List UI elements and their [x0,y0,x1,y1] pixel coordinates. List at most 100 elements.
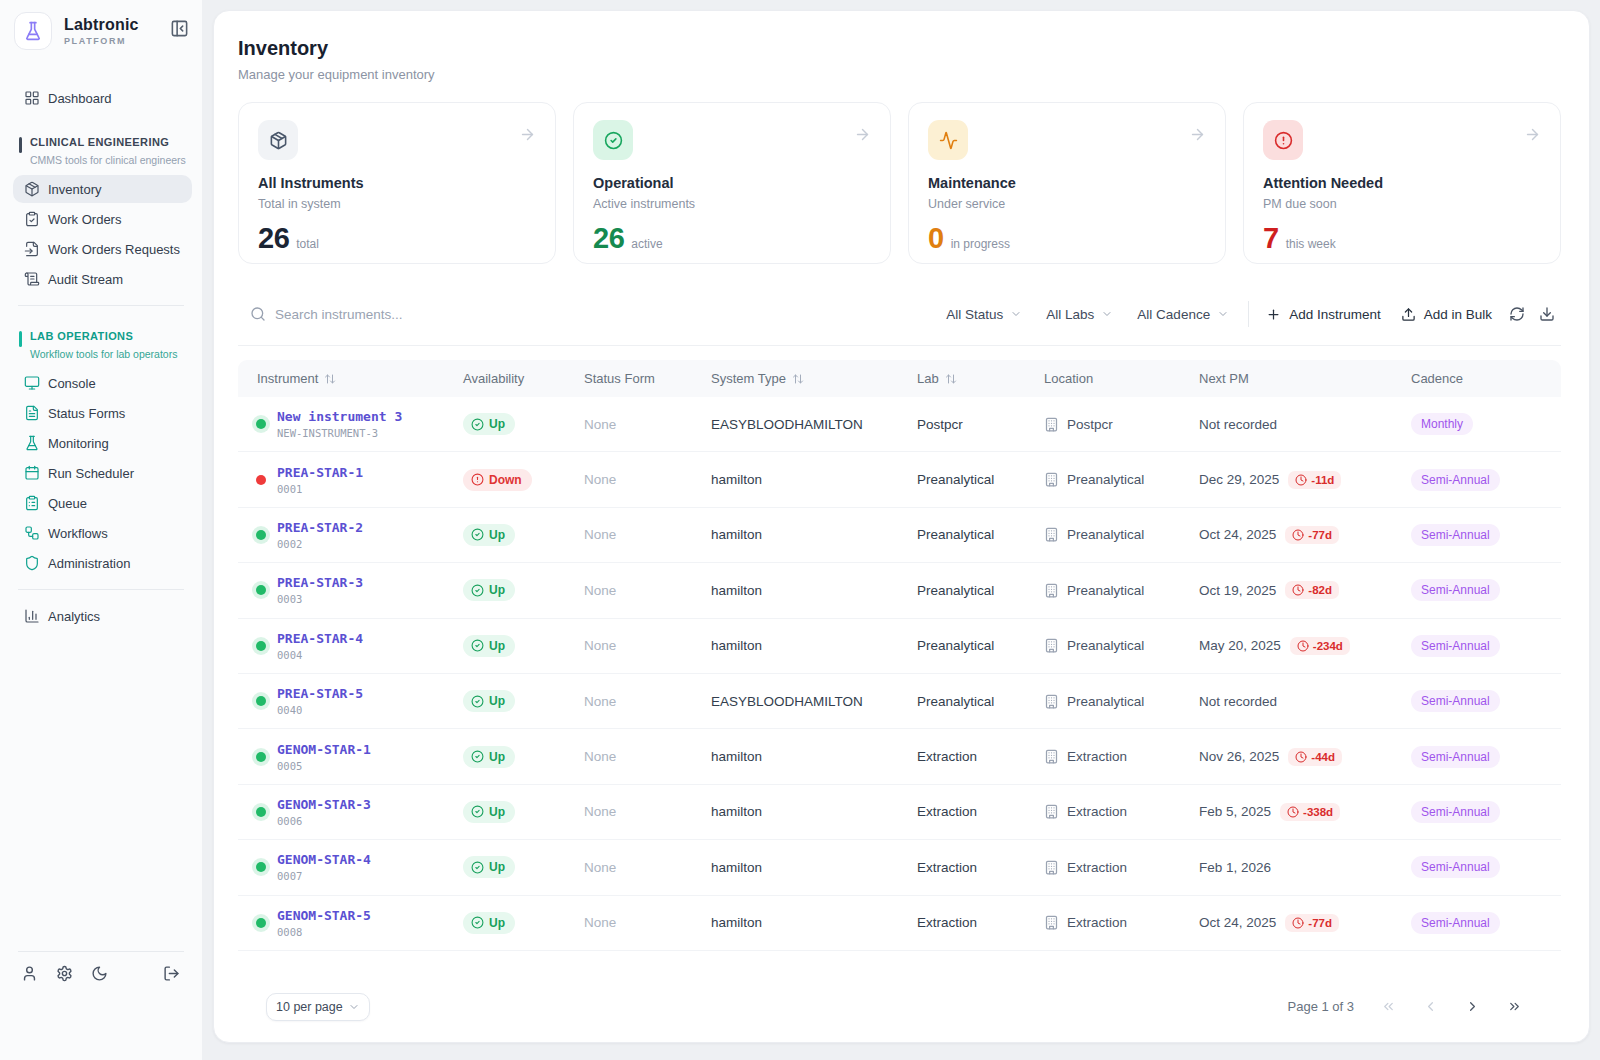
table-row: PREA-STAR-50040UpNoneEASYBLOODHAMILTONPr… [238,674,1561,729]
add-instrument-button[interactable]: Add Instrument [1259,301,1388,328]
instrument-link[interactable]: PREA-STAR-2 [277,520,363,535]
next-pm-value: Feb 5, 2025 [1199,804,1271,819]
prev-page-button[interactable] [1423,999,1438,1014]
location-value: Extraction [1067,915,1127,930]
sidebar-item-analytics[interactable]: Analytics [13,602,192,630]
overdue-badge: -234d [1290,637,1350,655]
instrument-link[interactable]: GENOM-STAR-5 [277,908,371,923]
instrument-link[interactable]: PREA-STAR-4 [277,631,363,646]
sidebar-item-monitoring[interactable]: Monitoring [13,429,192,457]
instrument-id: 0040 [277,704,363,716]
user-icon[interactable] [21,965,38,982]
status-dot [256,696,266,706]
location-value: Extraction [1067,804,1127,819]
stat-card-attention-needed[interactable]: Attention NeededPM due soon7this week [1243,102,1561,264]
status-dot [256,862,266,872]
first-page-button[interactable] [1381,999,1396,1014]
building-icon [1044,694,1059,709]
last-page-button[interactable] [1507,999,1522,1014]
sidebar-item-dashboard[interactable]: Dashboard [13,84,192,112]
card-subtitle: Active instruments [593,197,871,211]
stat-card-maintenance[interactable]: MaintenanceUnder service0in progress [908,102,1226,264]
card-unit: active [631,237,662,251]
dashboard-icon [24,90,40,106]
instrument-id: 0005 [277,760,371,772]
instrument-link[interactable]: GENOM-STAR-3 [277,797,371,812]
instrument-link[interactable]: PREA-STAR-1 [277,465,363,480]
page-subtitle: Manage your equipment inventory [238,67,1561,82]
sidebar-collapse-icon[interactable] [170,19,189,38]
next-page-button[interactable] [1465,999,1480,1014]
per-page-select[interactable]: 10 per page [266,993,370,1021]
chevron-down-icon [1217,308,1229,320]
sidebar-divider [18,589,184,590]
check-circle-icon [471,418,484,431]
sidebar-bottom-divider [18,951,184,952]
cadence-badge: Semi-Annual [1411,746,1500,768]
download-icon[interactable] [1533,300,1561,328]
table-row: PREA-STAR-40004UpNonehamiltonPreanalytic… [238,619,1561,674]
sidebar-item-administration[interactable]: Administration [13,549,192,577]
sidebar-item-work-orders[interactable]: Work Orders [13,205,192,233]
card-value: 26 [258,222,289,255]
status-dot [256,918,266,928]
brand-logo [14,12,52,50]
filter-all-status[interactable]: All Status [937,301,1031,328]
clock-icon [1295,751,1307,763]
building-icon [1044,583,1059,598]
add-in-bulk-button[interactable]: Add in Bulk [1394,301,1499,328]
sidebar-item-audit-stream[interactable]: Audit Stream [13,265,192,293]
page-title: Inventory [238,37,1561,60]
column-header-lab[interactable]: Lab [917,371,1044,386]
next-pm-value: Oct 24, 2025 [1199,527,1276,542]
refresh-icon[interactable] [1503,300,1531,328]
stat-cards: All InstrumentsTotal in system26totalOpe… [238,102,1561,264]
filter-all-cadence[interactable]: All Cadence [1128,301,1238,328]
alert-circle-icon [471,473,484,486]
availability-badge: Up [463,801,515,823]
column-header-instrument[interactable]: Instrument [238,371,463,386]
sort-icon [792,373,804,385]
sidebar-item-run-scheduler[interactable]: Run Scheduler [13,459,192,487]
status-form-value: None [584,860,711,875]
stat-card-all-instruments[interactable]: All InstrumentsTotal in system26total [238,102,556,264]
overdue-badge: -82d [1285,581,1339,599]
logout-icon[interactable] [163,965,180,982]
building-icon [1044,472,1059,487]
instrument-link[interactable]: PREA-STAR-5 [277,686,363,701]
filter-all-labs[interactable]: All Labs [1037,301,1122,328]
instrument-link[interactable]: New instrument 3 [277,409,402,424]
status-dot [256,641,266,651]
instrument-link[interactable]: GENOM-STAR-4 [277,852,371,867]
status-form-value: None [584,472,711,487]
sidebar-item-queue[interactable]: Queue [13,489,192,517]
availability-badge: Up [463,413,515,435]
availability-badge: Up [463,635,515,657]
column-header-system-type[interactable]: System Type [711,371,917,386]
search-input[interactable] [275,307,575,322]
arrow-right-icon [519,126,536,143]
stat-card-operational[interactable]: OperationalActive instruments26active [573,102,891,264]
sidebar-item-status-forms[interactable]: Status Forms [13,399,192,427]
sidebar-item-inventory[interactable]: Inventory [13,175,192,203]
system-type-value: hamilton [711,638,917,653]
dark-mode-icon[interactable] [91,965,108,982]
section-accent-bar [19,137,22,153]
sort-icon [945,373,957,385]
sidebar-item-label: Audit Stream [48,272,123,287]
sidebar-item-workflows[interactable]: Workflows [13,519,192,547]
instrument-link[interactable]: GENOM-STAR-1 [277,742,371,757]
table-row: PREA-STAR-10001DownNonehamiltonPreanalyt… [238,452,1561,507]
settings-icon[interactable] [56,965,73,982]
status-dot [256,419,266,429]
location-value: Preanalytical [1067,694,1144,709]
card-title: All Instruments [258,175,536,191]
column-header-cadence: Cadence [1411,371,1561,386]
lab-value: Extraction [917,860,1044,875]
package-icon [258,120,298,160]
overdue-badge: -11d [1288,471,1341,489]
sidebar-item-console[interactable]: Console [13,369,192,397]
instrument-link[interactable]: PREA-STAR-3 [277,575,363,590]
sidebar-item-work-orders-requests[interactable]: Work Orders Requests [13,235,192,263]
card-subtitle: PM due soon [1263,197,1541,211]
